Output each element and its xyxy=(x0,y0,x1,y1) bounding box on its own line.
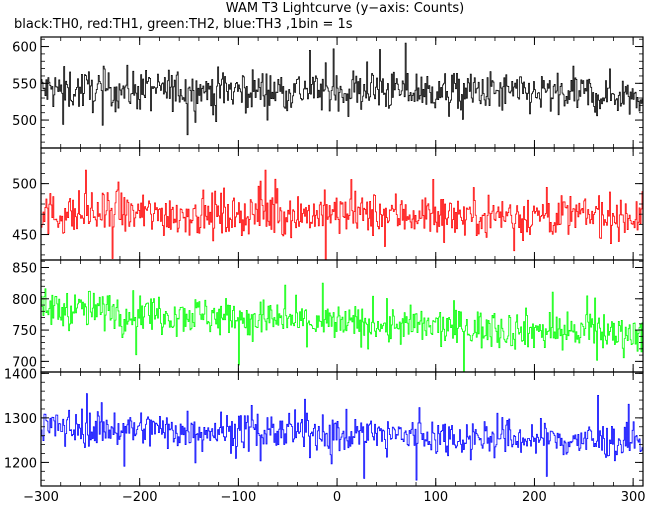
x-tick-label: 0 xyxy=(333,490,341,505)
panel-TH2: 700 750 800 850 xyxy=(12,259,644,373)
panel-TH0: 500 550 600 xyxy=(12,36,644,149)
y-tick-label: 700 xyxy=(12,355,37,370)
x-tick-label: 200 xyxy=(522,490,547,505)
y-tick-label: 1400 xyxy=(4,367,37,382)
x-tick-label: 300 xyxy=(621,490,646,505)
series-TH0 xyxy=(41,42,643,136)
panel-frame xyxy=(40,371,644,487)
y-tick-label: 500 xyxy=(12,114,37,129)
x-axis: −300 −200 −100 0 100 200 300 xyxy=(23,490,645,505)
series-TH2 xyxy=(41,282,643,372)
y-tick-label: 1200 xyxy=(4,456,37,471)
chart-subtitle: black:TH0, red:TH1, green:TH2, blue:TH3 … xyxy=(14,17,353,32)
series-TH3 xyxy=(41,393,643,481)
x-tick-label: 100 xyxy=(423,490,448,505)
y-tick-label: 1300 xyxy=(4,412,37,427)
series-TH1 xyxy=(41,169,643,260)
x-tick-label: −300 xyxy=(23,490,59,505)
y-tick-label: 500 xyxy=(12,178,37,193)
x-tick-label: −100 xyxy=(221,490,257,505)
y-tick-label: 450 xyxy=(12,229,37,244)
x-tick-label: −200 xyxy=(122,490,158,505)
y-tick-label: 750 xyxy=(12,324,37,339)
y-tick-label: 850 xyxy=(12,262,37,277)
panels: 500 550 600 450 500 700 750 800 850 1200 1300 1400 xyxy=(4,36,644,487)
y-tick-label: 550 xyxy=(12,77,37,92)
y-tick-label: 800 xyxy=(12,293,37,308)
y-tick-label: 600 xyxy=(12,41,37,56)
panel-TH1: 450 500 xyxy=(12,147,644,261)
panel-TH3: 1200 1300 1400 xyxy=(4,367,644,487)
chart-title: WAM T3 Lightcurve (y−axis: Counts) xyxy=(226,1,464,16)
panel-frame xyxy=(40,259,644,373)
